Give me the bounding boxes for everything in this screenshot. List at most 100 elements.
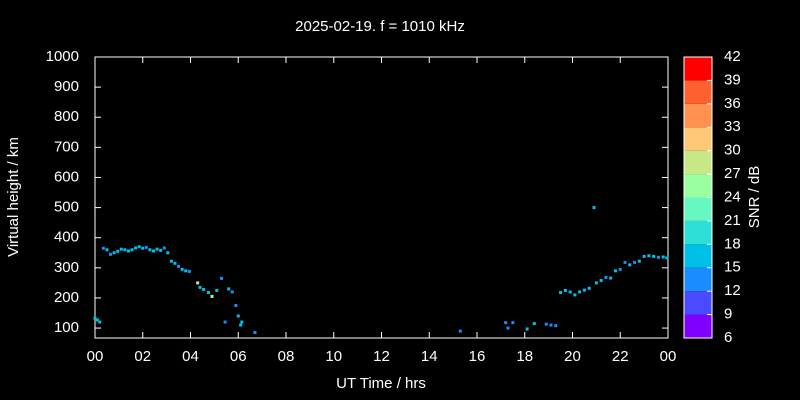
- y-tick-label: 300: [54, 259, 79, 276]
- colorbar-tick-label: 6: [724, 329, 732, 346]
- x-tick-label: 20: [564, 348, 581, 365]
- colorbar-tick-label: 15: [724, 259, 741, 276]
- point: [116, 249, 120, 253]
- point: [215, 288, 219, 292]
- colorbar-band: [684, 220, 712, 245]
- y-tick-label: 800: [54, 108, 79, 125]
- x-axis-label: UT Time / hrs: [336, 375, 426, 392]
- point: [592, 206, 596, 210]
- x-tick-label: 10: [325, 348, 342, 365]
- colorbar-tick-label: 42: [724, 48, 741, 65]
- point: [155, 247, 159, 251]
- colorbar-band: [684, 291, 712, 315]
- point: [198, 285, 202, 289]
- point: [240, 320, 244, 324]
- point: [549, 323, 553, 327]
- y-tick-label: 900: [54, 78, 79, 95]
- point: [220, 276, 224, 280]
- colorbar-band: [684, 174, 712, 198]
- point: [210, 294, 214, 298]
- colorbar-tick-label: 21: [724, 212, 741, 229]
- point: [618, 267, 622, 271]
- point: [665, 256, 669, 260]
- point: [112, 251, 116, 255]
- point: [504, 321, 508, 325]
- point: [511, 321, 515, 325]
- point: [98, 320, 102, 324]
- point: [559, 291, 563, 295]
- point: [101, 246, 105, 250]
- colorbar-tick-label: 12: [724, 282, 741, 299]
- point: [613, 269, 617, 273]
- point: [633, 260, 637, 264]
- x-tick-label: 04: [182, 348, 199, 365]
- point: [227, 287, 231, 291]
- colorbar-band: [684, 244, 712, 268]
- point: [599, 278, 603, 282]
- point: [202, 288, 206, 292]
- point: [628, 263, 632, 267]
- point: [144, 245, 148, 249]
- point: [563, 288, 567, 292]
- point: [230, 290, 234, 294]
- y-tick-label: 1000: [46, 48, 79, 65]
- colorbar-band: [684, 197, 712, 221]
- point: [162, 246, 166, 250]
- point: [525, 327, 529, 331]
- x-tick-label: 02: [134, 348, 151, 365]
- point: [582, 288, 586, 292]
- x-tick-label: 14: [421, 348, 438, 365]
- point: [95, 318, 99, 322]
- colorbar-tick-label: 9: [724, 306, 732, 323]
- point: [105, 248, 109, 252]
- point: [166, 251, 170, 255]
- point: [532, 322, 536, 326]
- colorbar-band: [684, 267, 712, 292]
- point: [609, 276, 613, 280]
- colorbar-label: SNR / dB: [746, 166, 763, 229]
- y-axis-label: Virtual height / km: [5, 137, 22, 257]
- colorbar-band: [684, 150, 712, 175]
- point: [206, 291, 210, 295]
- point: [642, 254, 646, 258]
- point: [126, 249, 130, 253]
- point: [184, 269, 188, 273]
- point: [578, 290, 582, 294]
- colorbar-tick-label: 24: [724, 188, 741, 205]
- colorbar-band: [684, 314, 712, 338]
- y-tick-label: 400: [54, 229, 79, 246]
- point: [568, 290, 572, 294]
- point: [236, 314, 240, 318]
- point: [119, 247, 123, 251]
- colorbar-tick-label: 30: [724, 142, 741, 159]
- point: [169, 259, 173, 263]
- point: [234, 303, 238, 307]
- colorbar-tick-label: 39: [724, 71, 741, 88]
- point: [652, 254, 656, 258]
- point: [141, 246, 145, 250]
- chart-title: 2025-02-19. f = 1010 kHz: [295, 18, 465, 35]
- point: [196, 281, 200, 285]
- point: [134, 246, 138, 250]
- y-tick-label: 700: [54, 138, 79, 155]
- colorbar-band: [684, 127, 712, 151]
- plot-frame: [94, 56, 669, 339]
- x-tick-label: 16: [469, 348, 486, 365]
- colorbar-band: [684, 103, 712, 128]
- point: [180, 267, 184, 271]
- point: [159, 248, 163, 252]
- colorbar-band: [684, 80, 712, 104]
- point: [123, 248, 127, 252]
- point: [93, 316, 97, 320]
- point: [223, 320, 227, 324]
- point: [656, 255, 660, 259]
- point: [137, 245, 141, 249]
- point: [187, 269, 191, 273]
- y-tick-label: 500: [54, 199, 79, 216]
- colorbar-band: [684, 57, 712, 81]
- point: [109, 252, 113, 256]
- point: [623, 260, 627, 264]
- point: [458, 329, 462, 333]
- y-tick-label: 200: [54, 289, 79, 306]
